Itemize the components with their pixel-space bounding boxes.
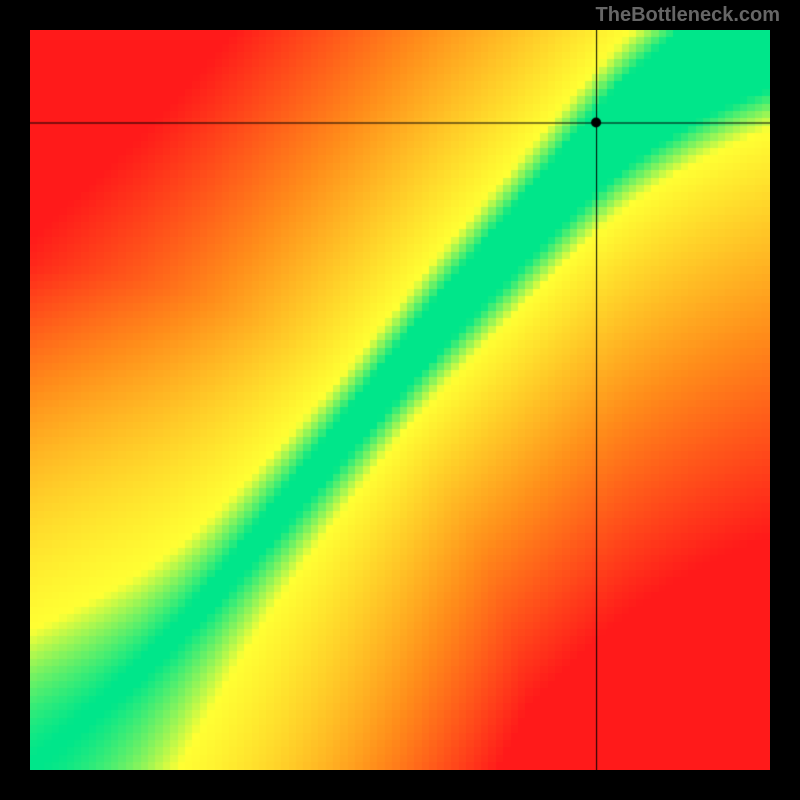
watermark-text: TheBottleneck.com bbox=[596, 4, 780, 27]
heatmap-canvas bbox=[30, 30, 770, 770]
bottleneck-heatmap bbox=[30, 30, 770, 770]
